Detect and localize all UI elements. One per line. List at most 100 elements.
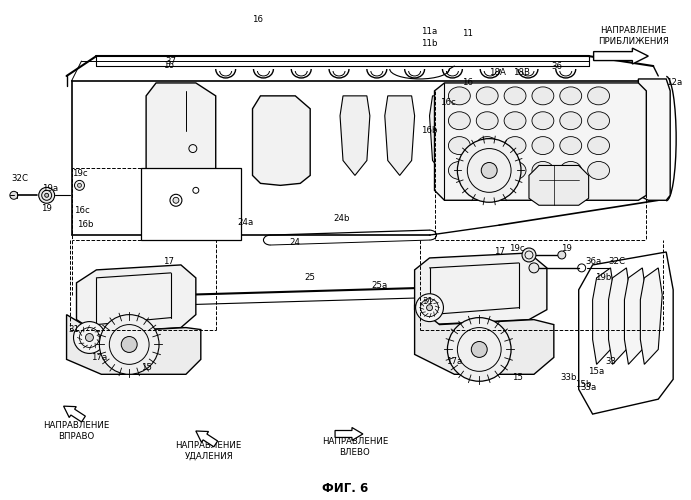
Text: 19c: 19c xyxy=(509,244,525,252)
Text: НАПРАВЛЕНИЕ
ВЛЕВО: НАПРАВЛЕНИЕ ВЛЕВО xyxy=(322,437,388,456)
Circle shape xyxy=(481,162,497,178)
Text: 24a: 24a xyxy=(238,218,254,226)
Circle shape xyxy=(415,294,444,322)
Polygon shape xyxy=(415,304,553,374)
Text: 17a: 17a xyxy=(446,357,462,366)
Text: 37: 37 xyxy=(165,56,176,66)
Polygon shape xyxy=(430,96,460,176)
Circle shape xyxy=(471,342,487,357)
Polygon shape xyxy=(415,253,547,324)
Text: 36: 36 xyxy=(551,62,562,70)
Circle shape xyxy=(10,192,18,200)
Ellipse shape xyxy=(532,87,553,105)
Text: 15: 15 xyxy=(511,373,522,382)
Circle shape xyxy=(173,198,179,203)
Text: 11b: 11b xyxy=(422,38,438,48)
Text: 25a: 25a xyxy=(372,282,388,290)
Polygon shape xyxy=(252,96,310,186)
Ellipse shape xyxy=(476,162,498,180)
Text: 17: 17 xyxy=(164,258,175,266)
Text: 17: 17 xyxy=(493,248,504,256)
Circle shape xyxy=(529,263,539,273)
Polygon shape xyxy=(609,268,630,364)
Ellipse shape xyxy=(587,112,609,130)
Text: 18B: 18B xyxy=(513,68,529,78)
Text: 16b: 16b xyxy=(77,220,94,228)
Polygon shape xyxy=(146,83,216,186)
Text: 24: 24 xyxy=(290,238,301,246)
Text: 33b: 33b xyxy=(560,373,577,382)
Circle shape xyxy=(45,194,48,198)
Text: 19b: 19b xyxy=(596,274,612,282)
Circle shape xyxy=(558,251,566,259)
Circle shape xyxy=(75,180,84,190)
Ellipse shape xyxy=(532,136,553,154)
Text: 16c: 16c xyxy=(74,206,89,214)
Text: ФИГ. 6: ФИГ. 6 xyxy=(322,482,368,495)
Text: 16b: 16b xyxy=(422,126,438,135)
Text: 18A: 18A xyxy=(489,68,506,78)
FancyArrow shape xyxy=(64,406,86,422)
Text: 25: 25 xyxy=(305,274,316,282)
Polygon shape xyxy=(141,168,240,240)
Text: 15: 15 xyxy=(140,363,151,372)
Text: НАПРАВЛЕНИЕ
ПРИБЛИЖЕНИЯ: НАПРАВЛЕНИЕ ПРИБЛИЖЕНИЯ xyxy=(598,26,669,46)
Circle shape xyxy=(522,248,536,262)
Text: 32C: 32C xyxy=(608,258,625,266)
Text: 16: 16 xyxy=(462,78,473,88)
Ellipse shape xyxy=(532,112,553,130)
Polygon shape xyxy=(593,268,614,364)
Text: 15b: 15b xyxy=(576,380,592,389)
Text: 16: 16 xyxy=(164,60,175,70)
Circle shape xyxy=(39,188,55,204)
Circle shape xyxy=(426,304,433,310)
Text: 36a: 36a xyxy=(585,258,602,266)
Text: 19c: 19c xyxy=(72,169,87,178)
Ellipse shape xyxy=(504,87,526,105)
Text: 24b: 24b xyxy=(334,214,350,222)
Circle shape xyxy=(121,336,138,352)
Polygon shape xyxy=(638,79,670,200)
Circle shape xyxy=(100,314,159,374)
Ellipse shape xyxy=(504,136,526,154)
Text: 19: 19 xyxy=(41,204,52,212)
Ellipse shape xyxy=(587,162,609,180)
Text: 11: 11 xyxy=(462,28,473,38)
Text: 15a: 15a xyxy=(589,367,605,376)
Ellipse shape xyxy=(560,162,582,180)
Polygon shape xyxy=(529,166,589,205)
Ellipse shape xyxy=(448,112,471,130)
Ellipse shape xyxy=(476,136,498,154)
Polygon shape xyxy=(77,265,196,332)
Ellipse shape xyxy=(448,136,471,154)
Polygon shape xyxy=(435,83,646,200)
Ellipse shape xyxy=(476,87,498,105)
Polygon shape xyxy=(340,96,370,176)
Text: 33a: 33a xyxy=(580,382,597,392)
Ellipse shape xyxy=(476,112,498,130)
Ellipse shape xyxy=(504,112,526,130)
Text: 31: 31 xyxy=(422,297,433,306)
Ellipse shape xyxy=(587,136,609,154)
Ellipse shape xyxy=(587,87,609,105)
FancyArrow shape xyxy=(196,431,218,447)
Ellipse shape xyxy=(448,87,471,105)
Text: 19: 19 xyxy=(561,244,572,252)
FancyArrow shape xyxy=(335,428,363,440)
Circle shape xyxy=(73,322,105,354)
Ellipse shape xyxy=(448,162,471,180)
Ellipse shape xyxy=(560,87,582,105)
Text: 11a: 11a xyxy=(422,26,437,36)
Circle shape xyxy=(448,318,511,382)
Ellipse shape xyxy=(532,162,553,180)
Polygon shape xyxy=(66,314,201,374)
Circle shape xyxy=(457,138,521,202)
Text: 19a: 19a xyxy=(41,184,58,193)
Circle shape xyxy=(77,184,82,188)
Text: 17a: 17a xyxy=(91,353,108,362)
Ellipse shape xyxy=(560,136,582,154)
Ellipse shape xyxy=(560,112,582,130)
Text: 16c: 16c xyxy=(439,98,455,108)
Text: НАПРАВЛЕНИЕ
ВПРАВО: НАПРАВЛЕНИЕ ВПРАВО xyxy=(44,422,110,440)
Text: 32C: 32C xyxy=(11,174,28,183)
